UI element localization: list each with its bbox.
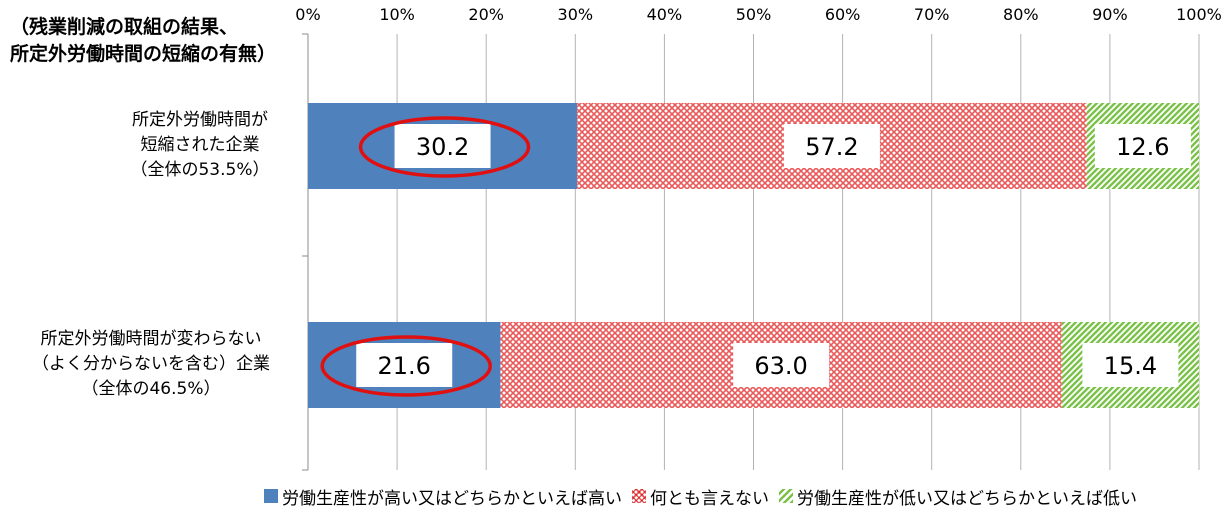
data-label-box [1094, 124, 1191, 168]
x-tick-label: 40% [647, 5, 683, 24]
legend-item: 何とも言えない [632, 484, 769, 509]
data-label-box [356, 343, 453, 387]
x-tick-label: 20% [468, 5, 504, 24]
corner-label: （残業削減の取組の結果、 所定外労働時間の短縮の有無） [10, 14, 276, 68]
x-tick-label: 80% [1003, 5, 1039, 24]
x-tick-label: 30% [558, 5, 594, 24]
category-label-shortened: 所定外労働時間が 短縮された企業 （全体の53.5%） [55, 108, 345, 183]
data-label: 15.4 [1104, 352, 1157, 380]
legend-item: 労働生産性が高い又はどちらかといえば高い [264, 484, 622, 509]
highlight-ring [358, 116, 531, 178]
data-label: 30.2 [416, 133, 469, 161]
highlight-ring [320, 335, 492, 397]
legend-item: 労働生産性が低い又はどちらかといえば低い [779, 484, 1137, 509]
category-label-line: （全体の53.5%） [130, 160, 270, 180]
category-label-line: 短縮された企業 [140, 135, 260, 155]
legend-label: 労働生産性が高い又はどちらかといえば高い [282, 488, 622, 509]
category-label-line: （全体の46.5%） [81, 379, 221, 399]
legend-swatch [264, 489, 278, 503]
x-tick-label: 100% [1176, 5, 1222, 24]
data-labels: 30.2 57.2 12.6 21.6 63.0 15.4 [356, 124, 1191, 387]
x-tick-label: 50% [736, 5, 772, 24]
data-label-box [783, 124, 880, 168]
corner-label-line-1: （残業削減の取組の結果、 [10, 16, 239, 38]
category-label-line: （よく分からないを含む）企業 [32, 354, 270, 374]
x-tick-label: 60% [825, 5, 861, 24]
x-axis-ticks: 0% 10% 20% 30% 40% 50% 60% 70% 80% 90% 100% [295, 5, 1222, 24]
x-tick-label: 10% [379, 5, 415, 24]
x-tick-label: 90% [1092, 5, 1128, 24]
data-label: 12.6 [1116, 133, 1169, 161]
data-label: 57.2 [805, 133, 858, 161]
category-label-unchanged: 所定外労働時間が変わらない （よく分からないを含む）企業 （全体の46.5%） [0, 327, 306, 402]
category-label-line: 所定外労働時間が [132, 110, 268, 130]
x-tick-label: 70% [914, 5, 950, 24]
legend-swatch [779, 489, 793, 503]
legend-swatch [632, 489, 646, 503]
data-label-box [394, 124, 491, 168]
data-label-box [1082, 343, 1179, 387]
category-label-line: 所定外労働時間が変わらない [40, 329, 262, 349]
legend: 労働生産性が高い又はどちらかといえば高い 何とも言えない 労働生産性が低い又はどちら… [264, 484, 1143, 509]
highlight-rings [320, 116, 531, 397]
legend-label: 何とも言えない [650, 488, 769, 509]
corner-label-line-2: 所定外労働時間の短縮の有無） [10, 43, 277, 65]
data-label: 63.0 [754, 352, 807, 380]
data-label-box [733, 343, 830, 387]
legend-label: 労働生産性が低い又はどちらかといえば低い [797, 488, 1137, 509]
x-tick-label: 0% [295, 5, 320, 24]
data-label: 21.6 [378, 352, 431, 380]
